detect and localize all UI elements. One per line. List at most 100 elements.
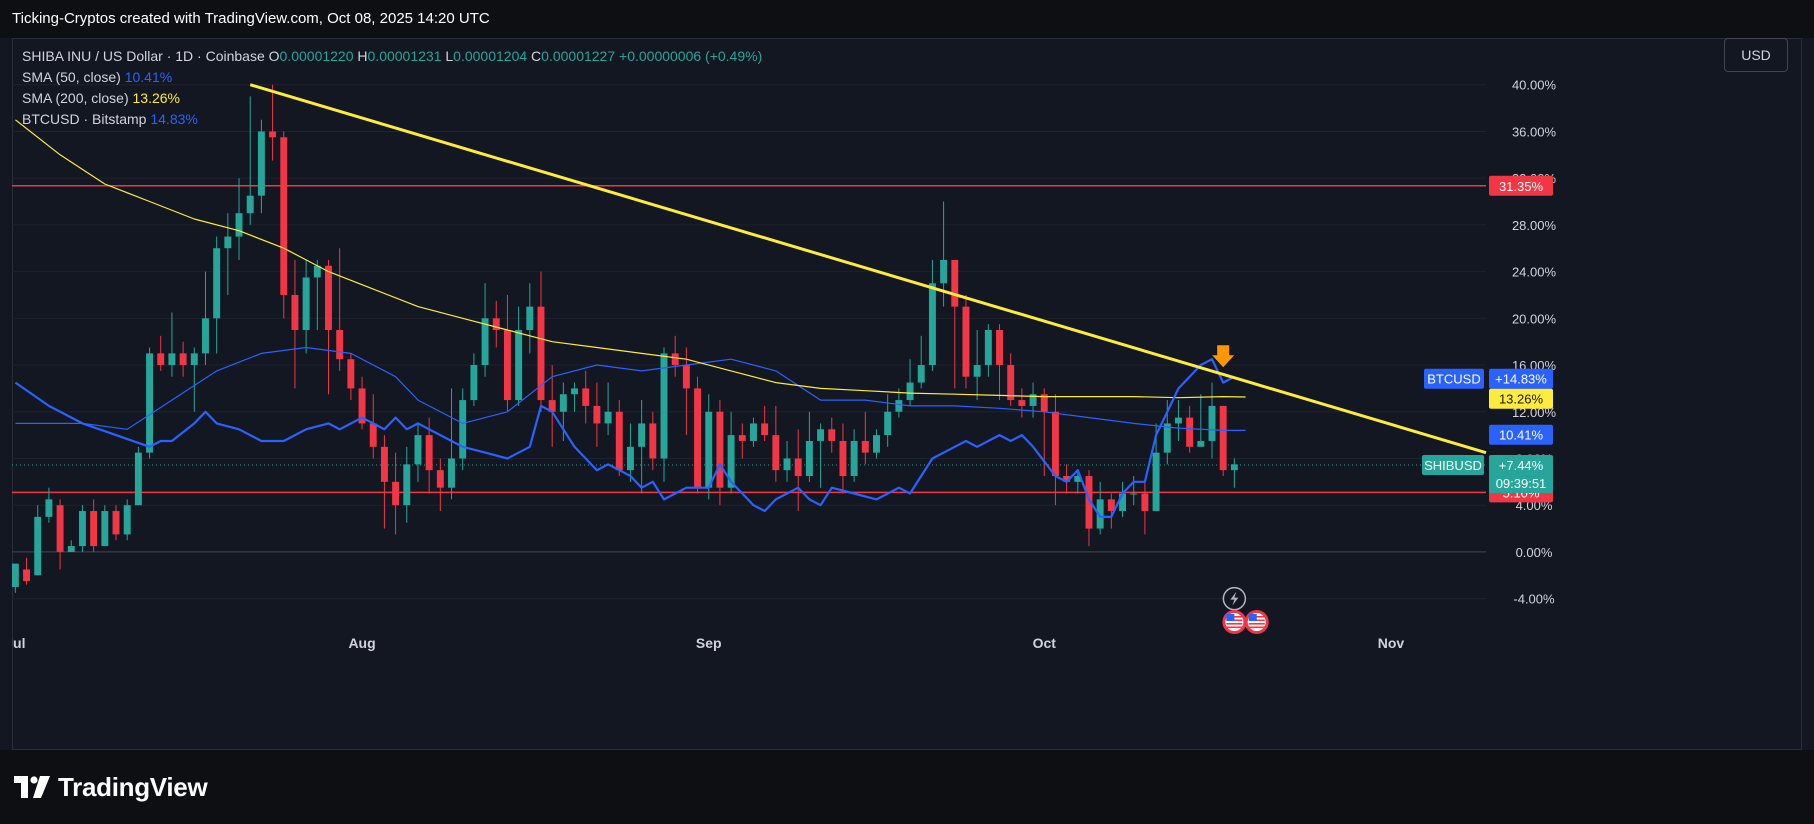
open-label: O — [268, 48, 280, 64]
sma50-badge: 10.41% — [1499, 428, 1544, 443]
candle-body — [559, 394, 567, 412]
shib-name-tag: SHIBUSD — [1424, 458, 1482, 473]
candle-body — [928, 283, 936, 366]
candle-body — [727, 435, 735, 488]
tradingview-logo[interactable]: TradingView — [14, 772, 208, 802]
y-axis: 40.00%36.00%32.00%28.00%24.00%20.00%16.0… — [1512, 78, 1557, 607]
countdown-badge: 09:39:51 — [1496, 476, 1547, 491]
candle-body — [626, 446, 634, 471]
shib-badge-bg — [1489, 455, 1553, 494]
candle-body — [1219, 405, 1227, 471]
btc-badge-bg — [1489, 368, 1553, 389]
candles-group — [12, 84, 1238, 593]
candle-body — [526, 306, 534, 330]
legend-sma50-row[interactable]: SMA (50, close) 10.41% — [22, 67, 762, 88]
candle-body — [593, 405, 601, 424]
candle-body — [325, 265, 332, 330]
candle-body — [470, 365, 478, 401]
sma200-badge-bg — [1489, 388, 1553, 409]
candle-body — [738, 435, 746, 441]
candle-body — [861, 440, 869, 453]
candle-body — [23, 569, 31, 582]
candle-body — [1130, 493, 1138, 495]
candle-body — [425, 435, 433, 471]
low-label: L — [445, 48, 454, 64]
flag-canton — [1226, 614, 1235, 621]
candle-body — [146, 353, 154, 453]
y-tick-label: 20.00% — [1512, 311, 1557, 326]
candle-body — [671, 353, 679, 366]
candle-body — [369, 423, 377, 447]
btc-name-tag: BTCUSD — [1427, 372, 1480, 387]
legend-sma200-row[interactable]: SMA (200, close) 13.26% — [22, 88, 762, 109]
chart-svg[interactable]: 40.00%36.00%32.00%28.00%24.00%20.00%16.0… — [12, 38, 1802, 750]
indicator-lines — [14, 83, 1487, 518]
candle-body — [1007, 365, 1015, 401]
shib-name-tag-bg — [1422, 455, 1484, 476]
candle-body — [358, 388, 366, 424]
candle-body — [34, 516, 42, 576]
candle-body — [101, 511, 109, 547]
candle-body — [951, 259, 959, 307]
candle-body — [134, 452, 142, 506]
candle-body — [1096, 499, 1104, 529]
candle-body — [615, 411, 623, 471]
candle-body — [257, 131, 265, 196]
candle-body — [12, 563, 19, 587]
btc-value: 14.83% — [150, 111, 198, 127]
resistance-badge: 31.35% — [1499, 179, 1544, 194]
candle-body — [179, 353, 187, 366]
candle-body — [884, 411, 892, 436]
candle-body — [336, 330, 344, 360]
x-tick-label: Oct — [1033, 635, 1057, 651]
open-value: 0.00001220 — [279, 48, 354, 64]
candle-body — [1107, 499, 1115, 512]
candle-body — [1141, 493, 1149, 512]
legend-btc-row[interactable]: BTCUSD · Bitstamp 14.83% — [22, 109, 762, 130]
candle-body — [515, 330, 523, 401]
flag-stripe — [1248, 626, 1265, 629]
candle-body — [448, 458, 455, 488]
candle-body — [839, 440, 847, 476]
candle-body — [783, 458, 791, 471]
candle-body — [1063, 476, 1071, 482]
y-tick-label: 36.00% — [1512, 124, 1557, 139]
candle-body — [917, 365, 925, 383]
candle-body — [202, 318, 209, 354]
x-tick-label: Nov — [1378, 635, 1405, 651]
x-tick-label: Jul — [12, 635, 25, 651]
candle-body — [436, 470, 444, 488]
candle-body — [1040, 394, 1048, 412]
candle-body — [582, 388, 590, 406]
x-axis: Jul Aug Sep Oct Nov — [12, 635, 1404, 651]
chart-legend: SHIBA INU / US Dollar · 1D · Coinbase O0… — [22, 46, 762, 130]
candle-body — [906, 382, 914, 401]
sma50-value: 10.41% — [124, 69, 173, 85]
y-tick-label: -4.00% — [1513, 592, 1555, 607]
candle-body — [984, 330, 992, 366]
footer-bar — [0, 750, 1814, 824]
candle-body — [649, 423, 657, 459]
candle-body — [1197, 440, 1205, 447]
candle-body — [962, 306, 970, 377]
candle-body — [302, 277, 310, 330]
horizontal-levels — [12, 185, 1486, 553]
high-value: 0.00001231 — [367, 48, 442, 64]
candle-body — [503, 330, 511, 401]
y-tick-label: 28.00% — [1512, 218, 1557, 233]
candle-body — [112, 511, 120, 535]
candle-body — [750, 423, 757, 441]
legend-symbol-row: SHIBA INU / US Dollar · 1D · Coinbase O0… — [22, 46, 762, 67]
candle-body — [705, 411, 713, 488]
resistance-badge-bg — [1489, 175, 1553, 196]
candle-body — [716, 411, 724, 488]
y-tick-label: 24.00% — [1512, 265, 1557, 280]
currency-button[interactable]: USD — [1724, 38, 1788, 72]
sma50-badge-bg — [1489, 424, 1553, 445]
candle-body — [1051, 411, 1059, 476]
low-value: 0.00001204 — [453, 48, 528, 64]
candle-body — [1029, 394, 1037, 406]
candle-body — [347, 359, 355, 389]
candle-body — [492, 318, 500, 330]
candle-body — [1163, 423, 1171, 453]
